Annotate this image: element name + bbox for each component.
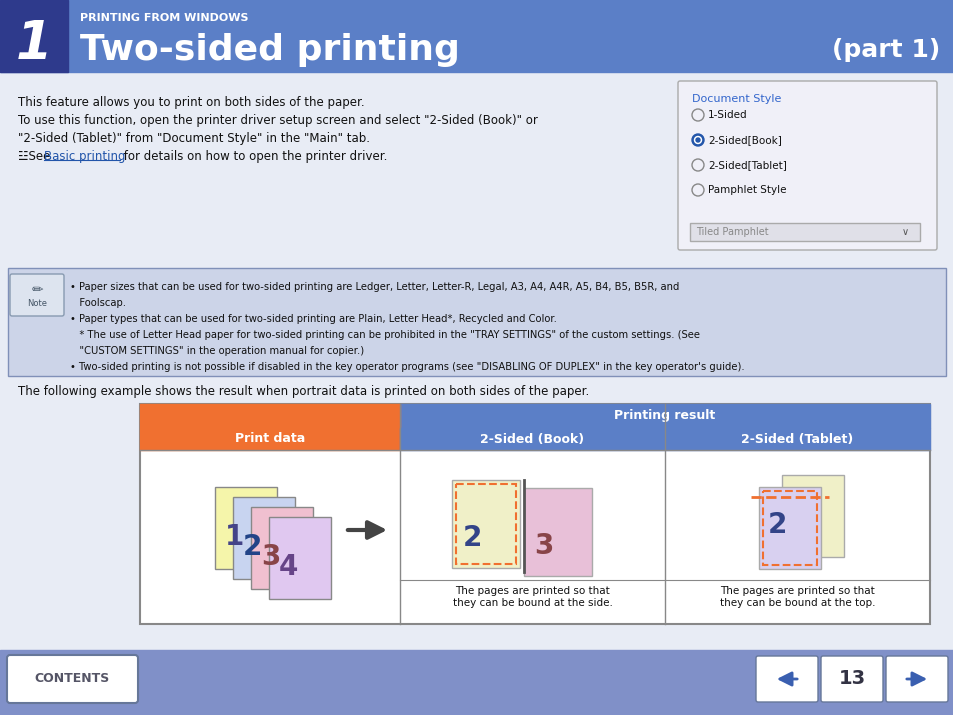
Bar (524, 488, 592, 576)
Text: 2-Sided[Book]: 2-Sided[Book] (707, 135, 781, 145)
Bar (233, 497, 294, 579)
Bar (0, 650, 953, 715)
Text: 2: 2 (462, 524, 481, 552)
Text: 2: 2 (243, 533, 262, 561)
FancyBboxPatch shape (821, 656, 882, 702)
Text: 3: 3 (790, 516, 809, 544)
Text: Two-sided printing: Two-sided printing (80, 33, 459, 67)
Text: Printing result: Printing result (614, 410, 715, 423)
Bar (8, 268, 945, 376)
Bar (140, 404, 399, 450)
Text: ☳See: ☳See (18, 150, 54, 163)
Text: 2-Sided[Tablet]: 2-Sided[Tablet] (707, 160, 786, 170)
Text: 1: 1 (225, 523, 244, 551)
Text: 2-Sided (Book): 2-Sided (Book) (480, 433, 584, 445)
FancyBboxPatch shape (755, 656, 817, 702)
Text: 4: 4 (278, 553, 298, 581)
Text: 3: 3 (261, 543, 280, 571)
Text: Tiled Pamphlet: Tiled Pamphlet (696, 227, 768, 237)
Text: • Two-sided printing is not possible if disabled in the key operator programs (s: • Two-sided printing is not possible if … (70, 362, 744, 372)
Text: • Paper types that can be used for two-sided printing are Plain, Letter Head*, R: • Paper types that can be used for two-s… (70, 314, 557, 324)
Bar (140, 404, 929, 624)
Text: ∨: ∨ (901, 227, 907, 237)
Text: Print data: Print data (234, 433, 305, 445)
Bar (0, 0, 953, 72)
Bar (269, 517, 331, 599)
Text: 2: 2 (767, 511, 786, 539)
Text: This feature allows you to print on both sides of the paper.: This feature allows you to print on both… (18, 96, 364, 109)
Text: Foolscap.: Foolscap. (70, 298, 126, 308)
Circle shape (694, 137, 700, 144)
Text: "CUSTOM SETTINGS" in the operation manual for copier.): "CUSTOM SETTINGS" in the operation manua… (70, 346, 364, 356)
Text: for details on how to open the printer driver.: for details on how to open the printer d… (120, 150, 387, 163)
Text: * The use of Letter Head paper for two-sided printing can be prohibited in the ": * The use of Letter Head paper for two-s… (70, 330, 700, 340)
Bar (214, 487, 276, 569)
Circle shape (696, 138, 700, 142)
FancyBboxPatch shape (885, 656, 947, 702)
Text: 1: 1 (15, 18, 52, 70)
Text: Pamphlet Style: Pamphlet Style (707, 185, 785, 195)
Text: (part 1): (part 1) (831, 38, 939, 62)
Bar (452, 480, 520, 568)
Bar (456, 484, 516, 564)
Text: Document Style: Document Style (691, 94, 781, 104)
Text: To use this function, open the printer driver setup screen and select "2-Sided (: To use this function, open the printer d… (18, 114, 537, 127)
Text: "2-Sided (Tablet)" from "Document Style" in the "Main" tab.: "2-Sided (Tablet)" from "Document Style"… (18, 132, 370, 145)
Text: PRINTING FROM WINDOWS: PRINTING FROM WINDOWS (80, 13, 248, 23)
Bar (762, 491, 817, 565)
Text: 2-Sided (Tablet): 2-Sided (Tablet) (740, 433, 853, 445)
Bar (399, 404, 929, 428)
Text: CONTENTS: CONTENTS (34, 673, 110, 686)
Text: 13: 13 (838, 669, 864, 689)
Bar (781, 475, 843, 557)
Text: The pages are printed so that
they can be bound at the top.: The pages are printed so that they can b… (719, 586, 874, 608)
FancyBboxPatch shape (7, 655, 138, 703)
Bar (759, 487, 821, 569)
Bar (689, 223, 919, 241)
Text: The pages are printed so that
they can be bound at the side.: The pages are printed so that they can b… (452, 586, 612, 608)
Bar (0, 0, 68, 72)
Text: 1-Sided: 1-Sided (707, 110, 747, 120)
Bar (251, 507, 313, 589)
Bar (399, 428, 664, 450)
Text: ✏: ✏ (31, 283, 43, 297)
Text: Basic printing: Basic printing (44, 150, 126, 163)
Circle shape (691, 134, 703, 146)
FancyBboxPatch shape (678, 81, 936, 250)
Text: The following example shows the result when portrait data is printed on both sid: The following example shows the result w… (18, 385, 589, 398)
FancyBboxPatch shape (10, 274, 64, 316)
Text: 3: 3 (534, 532, 554, 560)
Bar (664, 428, 929, 450)
Text: Note: Note (27, 300, 47, 308)
Text: • Paper sizes that can be used for two-sided printing are Ledger, Letter, Letter: • Paper sizes that can be used for two-s… (70, 282, 679, 292)
Bar (0, 72, 953, 650)
